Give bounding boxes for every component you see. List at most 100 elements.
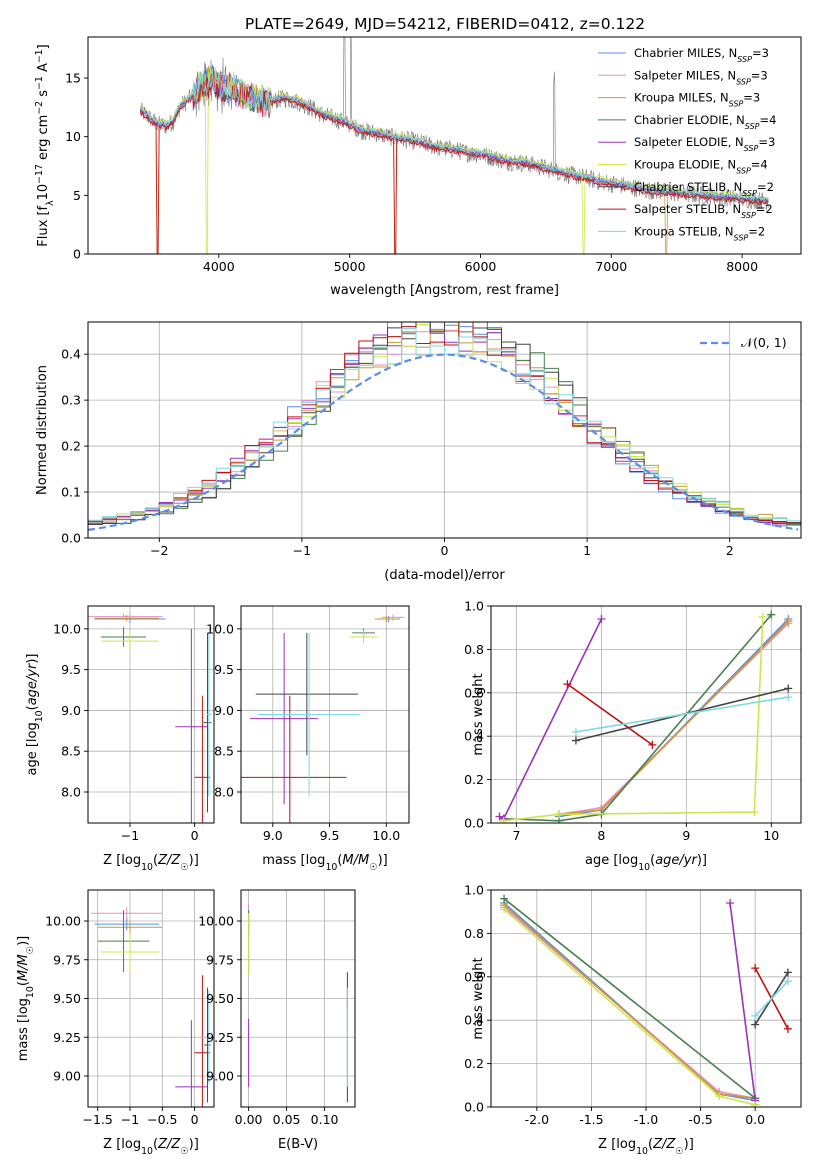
error-point-2 bbox=[97, 921, 163, 934]
label-part: 10 bbox=[34, 710, 45, 722]
weight-marker bbox=[597, 615, 606, 624]
x-tick-label: 1 bbox=[583, 543, 591, 558]
x-tick-label: −1 bbox=[293, 543, 311, 558]
legend-label-main: Kroupa MILES, N bbox=[634, 91, 729, 105]
weight-marker bbox=[571, 736, 580, 745]
y-tick-label: 0.4 bbox=[464, 1013, 484, 1028]
legend-label-main: Salpeter MILES, N bbox=[634, 68, 736, 82]
y-tick-label: 0.6 bbox=[464, 685, 484, 700]
error-point-7 bbox=[194, 695, 211, 823]
legend-label: Chabrier MILES, NSSP=3 bbox=[634, 46, 769, 64]
legend-label-suffix: =3 bbox=[743, 91, 760, 105]
weight-marker bbox=[500, 905, 509, 914]
y-tick-label: 0.0 bbox=[464, 816, 484, 831]
frame-group: −1 08.08.59.09.510.0Z [log10(Z/Z☉)]age [l… bbox=[25, 605, 215, 873]
x-tick-label: -1.0 bbox=[634, 1112, 658, 1127]
x-tick-label: -0.5 bbox=[688, 1112, 712, 1127]
label-part: age/yr bbox=[655, 853, 698, 868]
weight-marker bbox=[783, 1024, 792, 1033]
x-tick-label: 0 bbox=[441, 543, 449, 558]
legend-label-sub: SSP bbox=[742, 188, 757, 197]
label-part: ( bbox=[650, 853, 655, 868]
error-point-6 bbox=[203, 632, 212, 813]
weight-line bbox=[558, 620, 789, 816]
weight-series-2 bbox=[554, 617, 793, 819]
label-part: 10 bbox=[325, 862, 337, 873]
y-tick-label: 0.8 bbox=[464, 926, 484, 941]
legend-label: Salpeter ELODIE, NSSP=3 bbox=[634, 135, 775, 153]
label-part: ☉ bbox=[180, 862, 188, 873]
y-tick-label: 9.0 bbox=[61, 703, 81, 718]
weight-marker bbox=[751, 1011, 760, 1020]
error-point-4 bbox=[250, 632, 319, 805]
label-part: ( bbox=[337, 853, 342, 868]
label-part: A bbox=[36, 63, 51, 76]
label-part: ☉ bbox=[369, 862, 377, 873]
gaussian-curve bbox=[88, 353, 799, 531]
x-tick-label: 9.0 bbox=[263, 828, 283, 843]
weight-marker bbox=[715, 1092, 724, 1101]
weight-marker bbox=[500, 894, 509, 903]
legend-label-suffix: =4 bbox=[751, 158, 768, 172]
axes-frame bbox=[490, 605, 802, 824]
error-point-6 bbox=[204, 987, 211, 1103]
label-part: mass [log bbox=[16, 998, 31, 1061]
y-tick-label: 8.5 bbox=[61, 744, 81, 759]
label-part: M/M bbox=[16, 954, 31, 981]
weight-series-2 bbox=[500, 901, 760, 1103]
weight-marker bbox=[758, 612, 767, 621]
legend-label: Kroupa ELODIE, NSSP=4 bbox=[634, 158, 768, 176]
weight-marker bbox=[784, 693, 793, 702]
y-tick-label: 0.8 bbox=[464, 642, 484, 657]
y-tick-label: 9.75 bbox=[53, 952, 81, 967]
y-tick-label: 10.00 bbox=[198, 914, 234, 929]
weight-marker bbox=[783, 968, 792, 977]
label-part: age [log bbox=[25, 722, 40, 775]
y-tick-label: 0.4 bbox=[61, 347, 81, 362]
y-axis-label: mass weight bbox=[471, 957, 486, 1039]
y-tick-label: 0.6 bbox=[464, 969, 484, 984]
weight-line bbox=[503, 902, 756, 1102]
y-tick-label: 15 bbox=[65, 71, 81, 86]
label-part: ( bbox=[16, 981, 31, 986]
label-part: Z [log bbox=[103, 853, 141, 868]
panel-residuals: −2 −1 0 1 2 0.0 0.1 0.2 0.3 0.4 (data-model)/error… bbox=[35, 321, 802, 583]
legend-label-main: Chabrier ELODIE, N bbox=[634, 113, 745, 127]
legend-label-sub: SSP bbox=[741, 211, 756, 220]
weight-series-5 bbox=[500, 905, 760, 1107]
weight-line bbox=[575, 696, 789, 733]
frame-group: -2.0 -1.5 -1.0 -0.5 0.0 0.0 0.2 0.4 0.6 0.8 1.0 Z [… bbox=[464, 883, 802, 1157]
legend-label-sub: SSP bbox=[745, 121, 760, 130]
legend-label-main: Kroupa ELODIE, N bbox=[634, 158, 736, 172]
y-axis-label: Normed distribution bbox=[35, 365, 50, 495]
plot-area bbox=[88, 322, 801, 531]
error-point-1 bbox=[381, 614, 405, 621]
y-tick-label: 1.0 bbox=[464, 599, 484, 614]
x-tick-label: -2.0 bbox=[525, 1112, 549, 1127]
x-axis-label: Z [log10(Z/Z☉)] bbox=[103, 1137, 199, 1157]
legend-label-suffix: =2 bbox=[757, 180, 774, 194]
legend-label-sub: SSP bbox=[744, 144, 759, 153]
x-tick-label: 5000 bbox=[334, 259, 366, 274]
error-point-8 bbox=[199, 990, 214, 1084]
weight-marker bbox=[726, 899, 735, 908]
x-axis-label: age [log10(age/yr)] bbox=[585, 853, 707, 873]
y-tick-label: 8.0 bbox=[61, 785, 81, 800]
panel-mass-vs-EBV: 0.00 0.05 0.10 9.00 9.25 9.50 9.75 10.00 E(B-V) bbox=[198, 889, 356, 1152]
panel-age-vs-Z: −1 08.08.59.09.510.0Z [log10(Z/Z☉)]age [l… bbox=[25, 605, 215, 873]
error-point-0 bbox=[94, 917, 160, 931]
legend-label-main: Salpeter STELIB, N bbox=[634, 202, 741, 216]
error-point-3 bbox=[100, 627, 147, 647]
legend-label-sub: SSP bbox=[736, 77, 751, 86]
weight-marker bbox=[783, 977, 792, 986]
y-tick-label: 5 bbox=[73, 188, 81, 203]
plot-area bbox=[500, 894, 792, 1107]
label-part: s bbox=[36, 90, 51, 101]
label-part: −1 bbox=[34, 49, 45, 63]
model-spectrum-line bbox=[139, 65, 769, 205]
error-point-7 bbox=[194, 975, 211, 1107]
weight-series-4 bbox=[495, 615, 606, 823]
legend-label-main: Salpeter ELODIE, N bbox=[634, 135, 744, 149]
y-tick-label: 0.0 bbox=[61, 531, 81, 546]
